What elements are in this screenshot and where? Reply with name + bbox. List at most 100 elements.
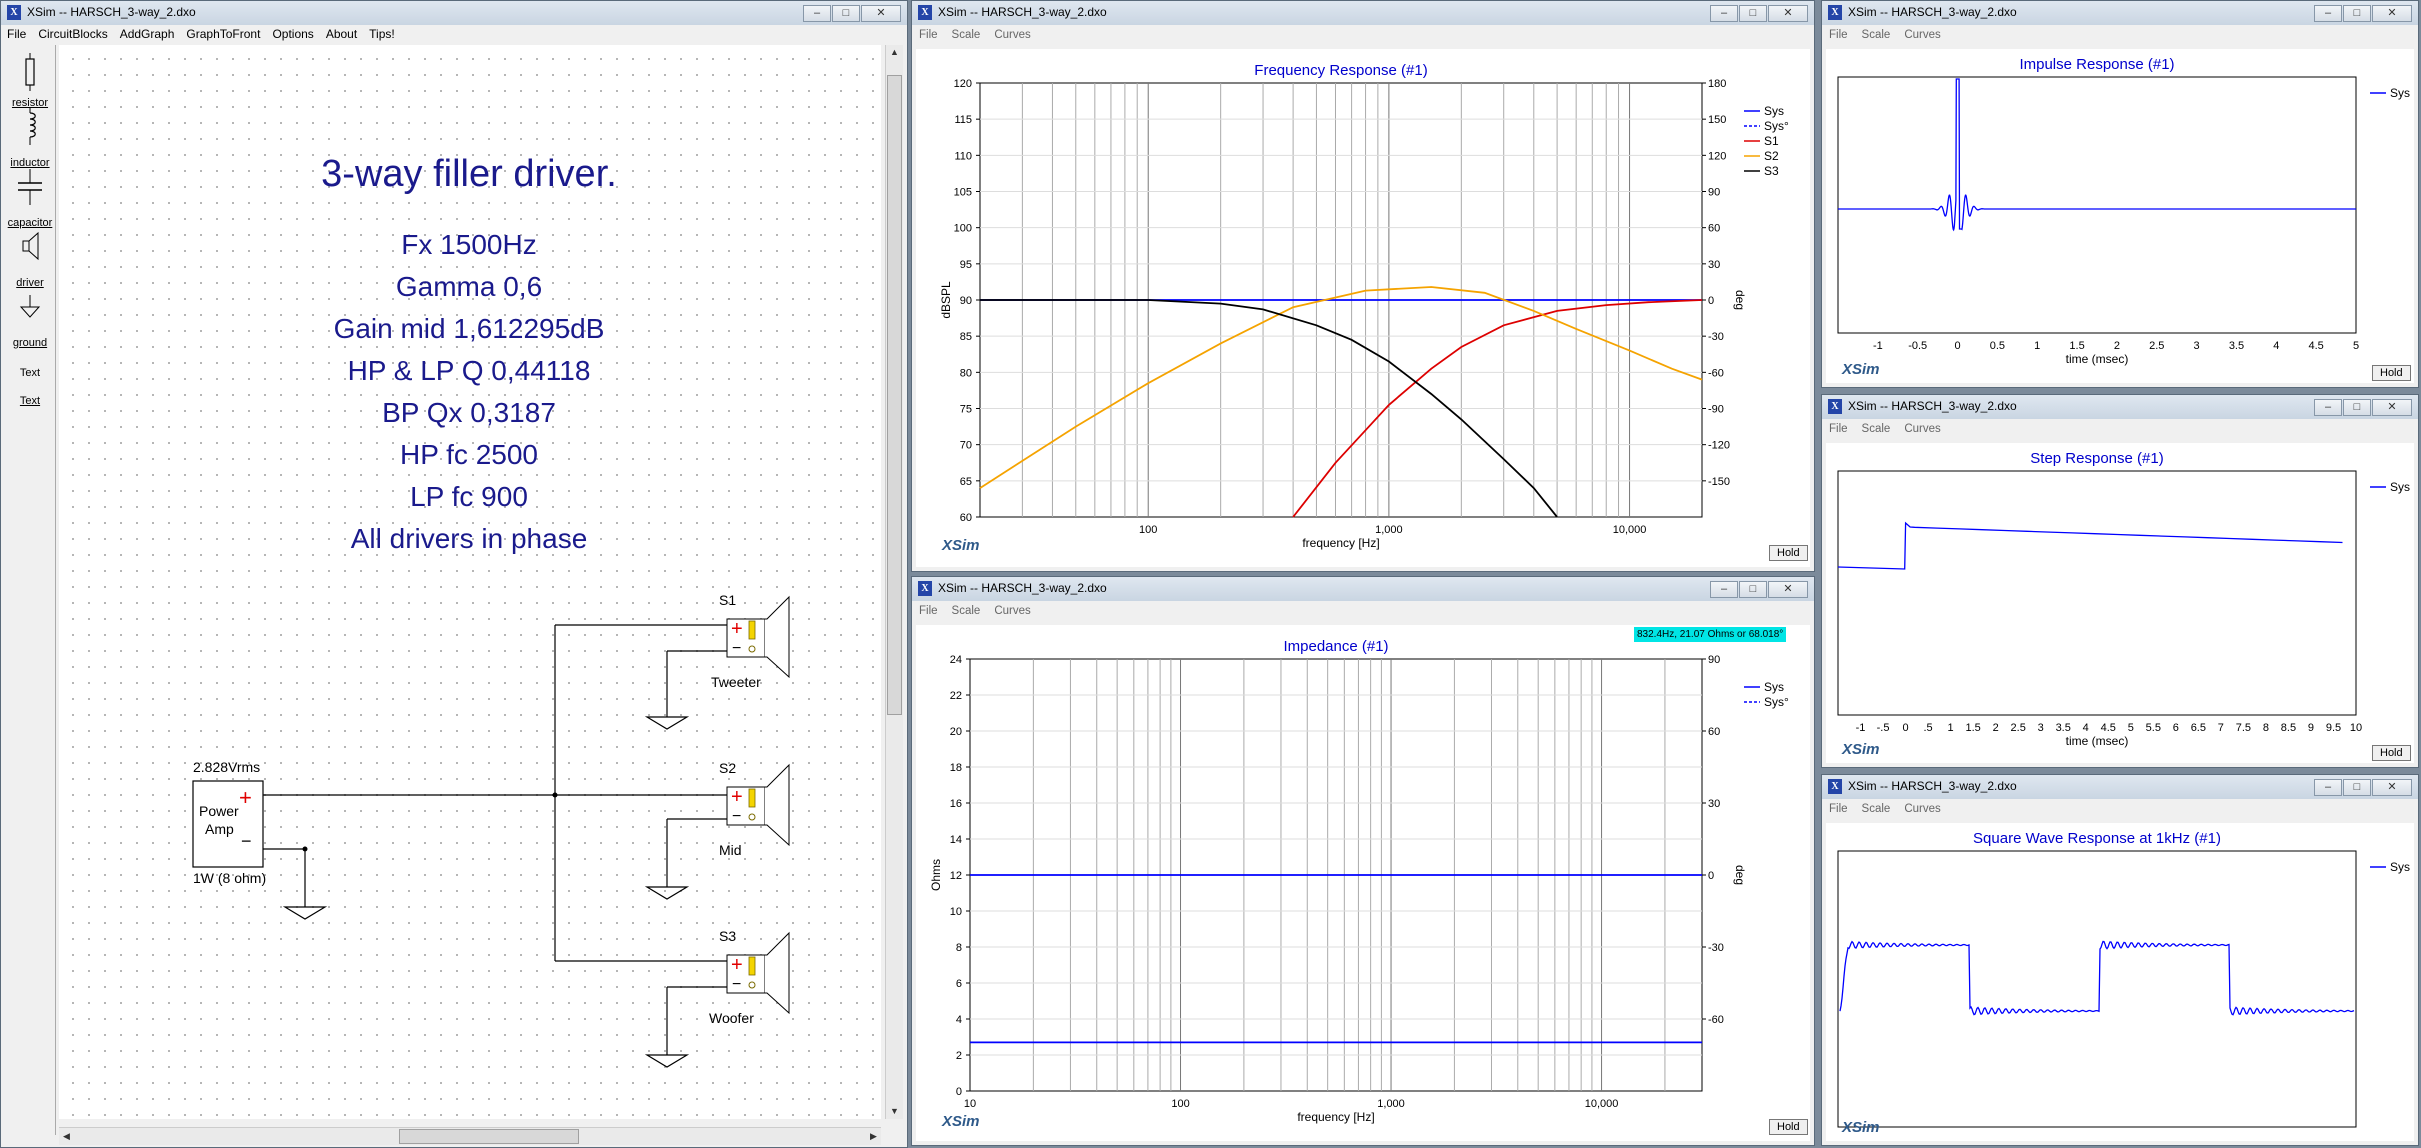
- square-wave-chart[interactable]: Square Wave Response at 1kHz (#1) Sys: [1826, 823, 2414, 1141]
- menu-file[interactable]: File: [1829, 423, 1848, 435]
- menu-curves[interactable]: Curves: [994, 605, 1031, 617]
- scroll-left-icon[interactable]: ◀: [63, 1131, 70, 1141]
- wires: [263, 624, 727, 1055]
- step-response-chart[interactable]: -1 -.5 0 .5 1 1.5 2 2.5 3 3.5 4 4.5 5 5.5 6 6.5 7 7.5 8 8.5…: [1826, 443, 2414, 763]
- minimize-button[interactable]: –: [2314, 5, 2342, 22]
- power-amp[interactable]: 2.828Vrms Power Amp + − 1W (8 ohm): [192, 759, 266, 886]
- close-button[interactable]: ✕: [1768, 5, 1808, 22]
- freq-titlebar[interactable]: X XSim -- HARSCH_3-way_2.dxo – □ ✕: [912, 1, 1814, 25]
- menu-curves[interactable]: Curves: [1904, 423, 1941, 435]
- menu-scale[interactable]: Scale: [1861, 423, 1891, 435]
- menu-curves[interactable]: Curves: [994, 29, 1031, 41]
- impulse-response-chart[interactable]: -1 -0.5 0 0.5 1 1.5 2 2.5 3 3.5 4 4.5 5 time (msec) Im…: [1826, 49, 2414, 383]
- menu-curves[interactable]: Curves: [1904, 803, 1941, 815]
- close-button[interactable]: ✕: [2372, 779, 2412, 796]
- tool-text-underlined[interactable]: Text: [19, 395, 41, 407]
- main-titlebar[interactable]: X XSim -- HARSCH_3-way_2.dxo – □ ✕: [1, 1, 907, 25]
- menu-file[interactable]: File: [7, 27, 27, 41]
- driver-s1[interactable]: S1 + − Tweeter: [711, 592, 790, 690]
- impulse-window-title: XSim -- HARSCH_3-way_2.dxo: [1848, 5, 2017, 19]
- inductor-icon[interactable]: [29, 107, 36, 145]
- menu-file[interactable]: File: [1829, 29, 1848, 41]
- hold-button[interactable]: Hold: [2372, 745, 2411, 761]
- ground-icon[interactable]: [19, 295, 41, 318]
- tool-inductor[interactable]: inductor: [10, 157, 50, 169]
- note-phase[interactable]: All drivers in phase: [350, 523, 588, 554]
- note-gain-mid[interactable]: Gain mid 1,612295dB: [333, 313, 605, 344]
- close-button[interactable]: ✕: [861, 5, 901, 22]
- horizontal-scroll-thumb[interactable]: [399, 1129, 579, 1144]
- y2-tick-label: 90: [1708, 187, 1720, 199]
- menu-scale[interactable]: Scale: [1861, 803, 1891, 815]
- minimize-button[interactable]: –: [803, 5, 831, 22]
- tool-ground[interactable]: ground: [12, 337, 48, 349]
- frequency-response-chart[interactable]: 60 65 70 75 80 85 90 95 100 105 110 115 120 -150 -120 -…: [916, 49, 1810, 567]
- capacitor-icon[interactable]: [18, 169, 42, 205]
- minimize-button[interactable]: –: [2314, 399, 2342, 416]
- hold-button[interactable]: Hold: [1769, 545, 1808, 561]
- tool-resistor[interactable]: resistor: [11, 97, 49, 109]
- amp-label-power: Power: [199, 803, 239, 819]
- impulse-titlebar[interactable]: X XSim -- HARSCH_3-way_2.dxo – □ ✕: [1822, 1, 2418, 25]
- close-button[interactable]: ✕: [2372, 399, 2412, 416]
- minimize-button[interactable]: –: [1710, 581, 1738, 598]
- x-tick-label: 100: [1139, 524, 1157, 536]
- close-button[interactable]: ✕: [2372, 5, 2412, 22]
- minimize-button[interactable]: –: [1710, 5, 1738, 22]
- tool-text[interactable]: Text: [19, 367, 41, 379]
- driver-s3[interactable]: S3 + − Woofer: [709, 928, 790, 1026]
- note-fx[interactable]: Fx 1500Hz: [401, 229, 537, 260]
- menu-tips[interactable]: Tips!: [369, 27, 395, 41]
- menu-scale[interactable]: Scale: [951, 605, 981, 617]
- vertical-scroll-thumb[interactable]: [887, 75, 902, 715]
- maximize-button[interactable]: □: [2343, 399, 2371, 416]
- scroll-up-icon[interactable]: ▲: [890, 47, 899, 57]
- imp-titlebar[interactable]: X XSim -- HARSCH_3-way_2.dxo – □ ✕: [912, 577, 1814, 601]
- menu-options[interactable]: Options: [272, 27, 314, 41]
- close-button[interactable]: ✕: [1768, 581, 1808, 598]
- note-heading[interactable]: 3-way filler driver.: [321, 153, 617, 195]
- step-titlebar[interactable]: X XSim -- HARSCH_3-way_2.dxo – □ ✕: [1822, 395, 2418, 419]
- menu-graphtofront[interactable]: GraphToFront: [186, 27, 261, 41]
- y-tick-label: 85: [960, 331, 972, 343]
- resistor-icon[interactable]: [25, 53, 35, 91]
- y-tick-label: 60: [960, 512, 972, 524]
- maximize-button[interactable]: □: [2343, 779, 2371, 796]
- note-hp-fc[interactable]: HP fc 2500: [399, 439, 539, 470]
- schematic-canvas[interactable]: 3-way filler driver. Fx 1500Hz Gamma 0,6…: [59, 45, 881, 1119]
- maximize-button[interactable]: □: [1739, 581, 1767, 598]
- menu-curves[interactable]: Curves: [1904, 29, 1941, 41]
- menu-file[interactable]: File: [1829, 803, 1848, 815]
- maximize-button[interactable]: □: [1739, 5, 1767, 22]
- square-titlebar[interactable]: X XSim -- HARSCH_3-way_2.dxo – □ ✕: [1822, 775, 2418, 799]
- horizontal-scrollbar[interactable]: ◀ ▶: [59, 1127, 881, 1145]
- minimize-button[interactable]: –: [2314, 779, 2342, 796]
- note-gamma[interactable]: Gamma 0,6: [395, 271, 543, 302]
- menu-addgraph[interactable]: AddGraph: [119, 27, 175, 41]
- x-tick-label: 4: [2083, 722, 2089, 734]
- note-lp-fc[interactable]: LP fc 900: [410, 481, 528, 512]
- vertical-scrollbar[interactable]: ▲ ▼: [885, 45, 903, 1119]
- menu-file[interactable]: File: [919, 605, 938, 617]
- y-tick-label: 14: [950, 834, 962, 846]
- maximize-button[interactable]: □: [2343, 5, 2371, 22]
- x-tick-label: 2: [1993, 722, 1999, 734]
- note-bp-qx[interactable]: BP Qx 0,3187: [382, 397, 556, 428]
- scroll-right-icon[interactable]: ▶: [870, 1131, 877, 1141]
- driver-icon[interactable]: [22, 231, 39, 261]
- note-q[interactable]: HP & LP Q 0,44118: [347, 355, 591, 386]
- tool-capacitor[interactable]: capacitor: [7, 217, 53, 229]
- menu-circuitblocks[interactable]: CircuitBlocks: [38, 27, 108, 41]
- maximize-button[interactable]: □: [832, 5, 860, 22]
- menu-about[interactable]: About: [325, 27, 358, 41]
- legend-entry: Sys°: [1764, 119, 1789, 133]
- tool-driver[interactable]: driver: [16, 277, 44, 289]
- hold-button[interactable]: Hold: [2372, 365, 2411, 381]
- menu-scale[interactable]: Scale: [951, 29, 981, 41]
- driver-s2[interactable]: S2 + − Mid: [719, 760, 790, 858]
- menu-scale[interactable]: Scale: [1861, 29, 1891, 41]
- hold-button[interactable]: Hold: [1769, 1119, 1808, 1135]
- scroll-down-icon[interactable]: ▼: [890, 1106, 899, 1116]
- menu-file[interactable]: File: [919, 29, 938, 41]
